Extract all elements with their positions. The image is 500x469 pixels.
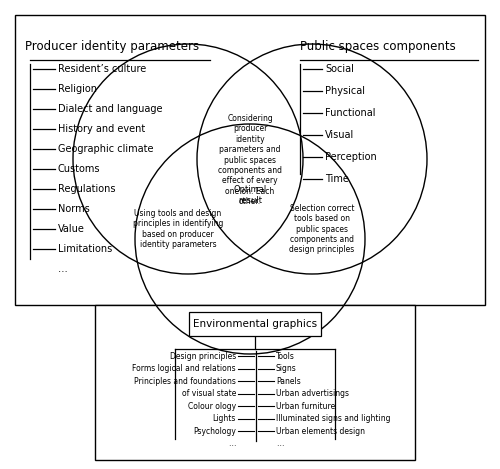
Text: of visual state: of visual state [182, 389, 236, 398]
Text: Using tools and design
principles in identifying
based on producer
identity para: Using tools and design principles in ide… [133, 209, 223, 249]
Text: History and event: History and event [58, 124, 145, 134]
Text: Dialect and language: Dialect and language [58, 104, 162, 114]
Text: Optimal
result: Optimal result [234, 185, 266, 204]
Text: Urban furniture: Urban furniture [276, 401, 335, 410]
Text: Geographic climate: Geographic climate [58, 144, 154, 154]
Text: Regulations: Regulations [58, 184, 116, 194]
Text: Time: Time [325, 174, 349, 184]
Text: Public spaces components: Public spaces components [300, 40, 456, 53]
Text: Limitations: Limitations [58, 244, 112, 254]
Text: Producer identity parameters: Producer identity parameters [25, 40, 199, 53]
Text: Social: Social [325, 64, 354, 74]
Text: Customs: Customs [58, 164, 100, 174]
Text: Principles and foundations: Principles and foundations [134, 377, 236, 386]
Text: Religion: Religion [58, 84, 97, 94]
Text: Design principles: Design principles [170, 351, 236, 361]
Text: Resident’s culture: Resident’s culture [58, 64, 146, 74]
FancyBboxPatch shape [189, 312, 321, 336]
Bar [15, 15, 485, 305]
Text: Environmental graphics: Environmental graphics [193, 319, 317, 329]
Text: Signs: Signs [276, 364, 297, 373]
Text: Value: Value [58, 224, 85, 234]
Text: Urban advertisings: Urban advertisings [276, 389, 349, 398]
Text: Norms: Norms [58, 204, 90, 214]
Text: Psychology: Psychology [193, 426, 236, 436]
Text: …: … [58, 264, 68, 274]
Text: Selection correct
tools based on
public spaces
components and
design principles: Selection correct tools based on public … [290, 204, 354, 254]
Text: Panels: Panels [276, 377, 301, 386]
Text: Lights: Lights [212, 414, 236, 423]
Text: Forms logical and relations: Forms logical and relations [132, 364, 236, 373]
Text: Colour ology: Colour ology [188, 401, 236, 410]
Text: Perception: Perception [325, 152, 377, 162]
Text: Urban elements design: Urban elements design [276, 426, 365, 436]
Text: Visual: Visual [325, 130, 354, 140]
Text: Illuminated signs and lighting: Illuminated signs and lighting [276, 414, 390, 423]
Text: …: … [228, 439, 236, 448]
Bar [95, 305, 415, 460]
Text: Considering
producer
identity
parameters and
public spaces
components and
effect: Considering producer identity parameters… [218, 114, 282, 206]
Text: Tools: Tools [276, 351, 295, 361]
Text: …: … [276, 439, 283, 448]
Text: Functional: Functional [325, 108, 376, 118]
Text: Physical: Physical [325, 86, 365, 96]
